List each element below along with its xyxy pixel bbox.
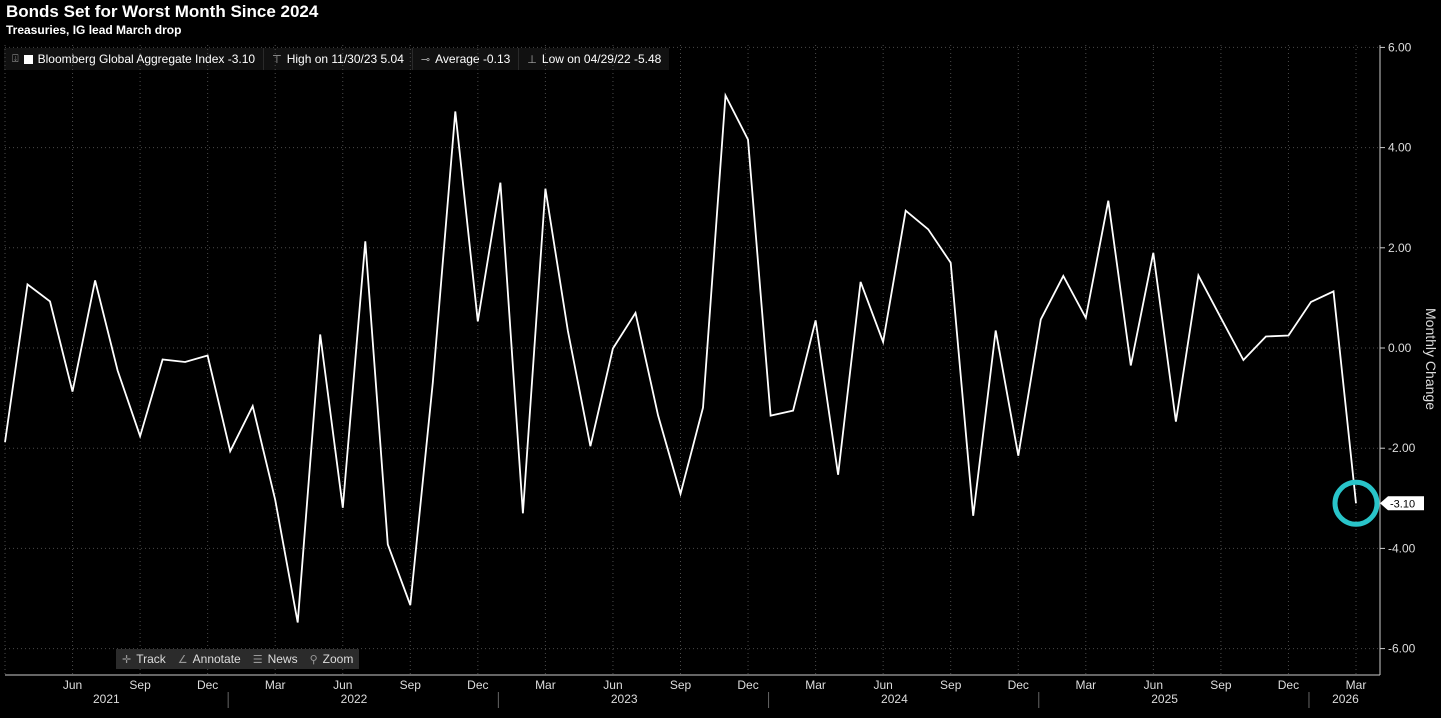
x-year-label: 2023 bbox=[611, 692, 638, 706]
x-month-label: Dec bbox=[1278, 678, 1299, 692]
pencil-icon: ∠ bbox=[177, 653, 188, 666]
series-group bbox=[4, 92, 1357, 623]
y-axis-label: Monthly Change bbox=[1423, 308, 1439, 410]
legend-low: ⊥ Low on 04/29/22 -5.48 bbox=[519, 48, 669, 70]
last-value-marker: -3.10 bbox=[1332, 479, 1424, 527]
y-tick-label: -2.00 bbox=[1388, 441, 1416, 455]
y-tick-labels: 6.00 4.00 2.00 0.00 -2.00 -4.00 -6.00 bbox=[1388, 40, 1416, 655]
series-swatch bbox=[23, 54, 33, 64]
x-month-label: Sep bbox=[670, 678, 692, 692]
y-tick-label: 6.00 bbox=[1388, 40, 1412, 54]
last-value-label: -3.10 bbox=[1390, 498, 1415, 510]
legend-high: ⊤ High on 11/30/23 5.04 bbox=[264, 48, 413, 70]
news-button[interactable]: ☰ News bbox=[247, 652, 304, 666]
axes bbox=[5, 45, 1385, 708]
low-marker-icon: ⊥ bbox=[527, 53, 537, 66]
x-year-label: 2026 bbox=[1332, 692, 1359, 706]
legend-bar: ⍗ Bloomberg Global Aggregate Index -3.10… bbox=[4, 48, 670, 70]
series-menu-icon[interactable]: ⍗ bbox=[12, 52, 19, 65]
track-label: Track bbox=[136, 652, 166, 666]
legend-high-label: High on 11/30/23 5.04 bbox=[286, 52, 404, 66]
news-icon: ☰ bbox=[252, 653, 263, 666]
annotate-button[interactable]: ∠ Annotate bbox=[172, 652, 247, 666]
y-tick-label: 2.00 bbox=[1388, 241, 1412, 255]
x-year-label: 2024 bbox=[881, 692, 908, 706]
crosshair-icon: ✛ bbox=[122, 653, 132, 666]
zoom-label: Zoom bbox=[322, 652, 354, 666]
annotate-label: Annotate bbox=[192, 652, 241, 666]
magnifier-icon: ⚲ bbox=[309, 653, 318, 666]
x-month-label: Dec bbox=[1008, 678, 1029, 692]
legend-average-label: Average -0.13 bbox=[435, 52, 511, 66]
series-line bbox=[4, 92, 1357, 623]
x-month-label: Sep bbox=[129, 678, 151, 692]
average-marker-icon: ⊸ bbox=[420, 53, 431, 66]
legend-series-label: Bloomberg Global Aggregate Index -3.10 bbox=[37, 52, 256, 66]
x-month-label: Mar bbox=[805, 678, 826, 692]
x-month-label: Jun bbox=[603, 678, 622, 692]
legend-low-label: Low on 04/29/22 -5.48 bbox=[541, 52, 662, 66]
x-month-label: Dec bbox=[197, 678, 218, 692]
x-month-label: Mar bbox=[535, 678, 556, 692]
highlight-ring bbox=[1332, 479, 1380, 527]
track-button[interactable]: ✛ Track bbox=[116, 652, 172, 666]
x-month-label: Mar bbox=[265, 678, 286, 692]
x-month-label: Mar bbox=[1075, 678, 1096, 692]
x-month-label: Jun bbox=[873, 678, 892, 692]
legend-average: ⊸ Average -0.13 bbox=[413, 48, 520, 70]
x-month-label: Jun bbox=[1144, 678, 1163, 692]
last-value-tag bbox=[1380, 496, 1424, 511]
x-month-label: Sep bbox=[940, 678, 962, 692]
x-year-label: 2022 bbox=[341, 692, 368, 706]
x-month-label: Dec bbox=[467, 678, 488, 692]
grid-lines bbox=[4, 45, 1380, 675]
x-month-label: Mar bbox=[1346, 678, 1367, 692]
chart-title: Bonds Set for Worst Month Since 2024 bbox=[6, 2, 319, 21]
y-tick-label: -6.00 bbox=[1388, 642, 1416, 656]
y-tick-label: -4.00 bbox=[1388, 541, 1416, 555]
x-month-label: Jun bbox=[333, 678, 352, 692]
chart-toolbar: ✛ Track ∠ Annotate ☰ News ⚲ Zoom bbox=[116, 649, 360, 669]
x-month-label: Jun bbox=[63, 678, 82, 692]
zoom-button[interactable]: ⚲ Zoom bbox=[304, 652, 360, 666]
chart-subtitle: Treasuries, IG lead March drop bbox=[6, 23, 182, 37]
legend-series[interactable]: ⍗ Bloomberg Global Aggregate Index -3.10 bbox=[4, 48, 265, 70]
x-year-label: 2021 bbox=[93, 692, 120, 706]
y-tick-label: 0.00 bbox=[1388, 341, 1412, 355]
x-month-label: Dec bbox=[737, 678, 758, 692]
x-month-label: Sep bbox=[1210, 678, 1232, 692]
news-label: News bbox=[267, 652, 298, 666]
x-tick-labels: Jun Sep Dec Mar Jun Sep Dec Mar Jun Sep Dec Mar Jun S… bbox=[63, 678, 1366, 706]
high-marker-icon: ⊤ bbox=[272, 53, 282, 66]
y-tick-label: 4.00 bbox=[1388, 141, 1412, 155]
x-month-label: Sep bbox=[400, 678, 422, 692]
x-year-label: 2025 bbox=[1151, 692, 1178, 706]
